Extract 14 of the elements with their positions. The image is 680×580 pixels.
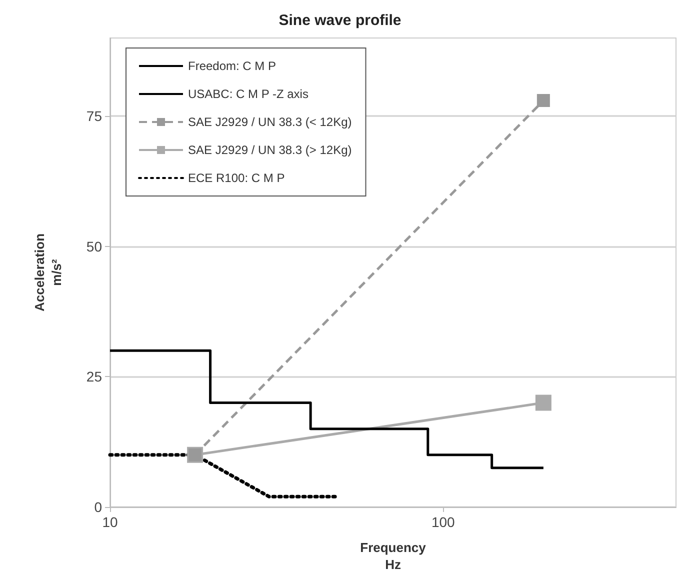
chart-title: Sine wave profile bbox=[278, 12, 402, 29]
legend-label: ECE R100: C M P bbox=[188, 171, 285, 185]
legend-label: Freedom: C M P bbox=[188, 59, 276, 73]
legend-label: SAE J2929 / UN 38.3 (> 12Kg) bbox=[188, 143, 352, 157]
x-tick-label: 100 bbox=[431, 514, 456, 530]
legend-label: SAE J2929 / UN 38.3 (< 12Kg) bbox=[188, 115, 352, 129]
y-axis-title: Acceleration m/s² bbox=[32, 233, 64, 312]
y-tick-label: 25 bbox=[86, 368, 102, 385]
x-tick-label: 10 bbox=[102, 514, 118, 530]
legend-label: USABC: C M P -Z axis bbox=[188, 87, 308, 101]
y-tick-label: 75 bbox=[86, 108, 102, 124]
y-tick-label: 50 bbox=[86, 238, 102, 254]
x-axis-title: Frequency Hz bbox=[360, 540, 427, 572]
y-tick-label: 0 bbox=[94, 499, 102, 515]
